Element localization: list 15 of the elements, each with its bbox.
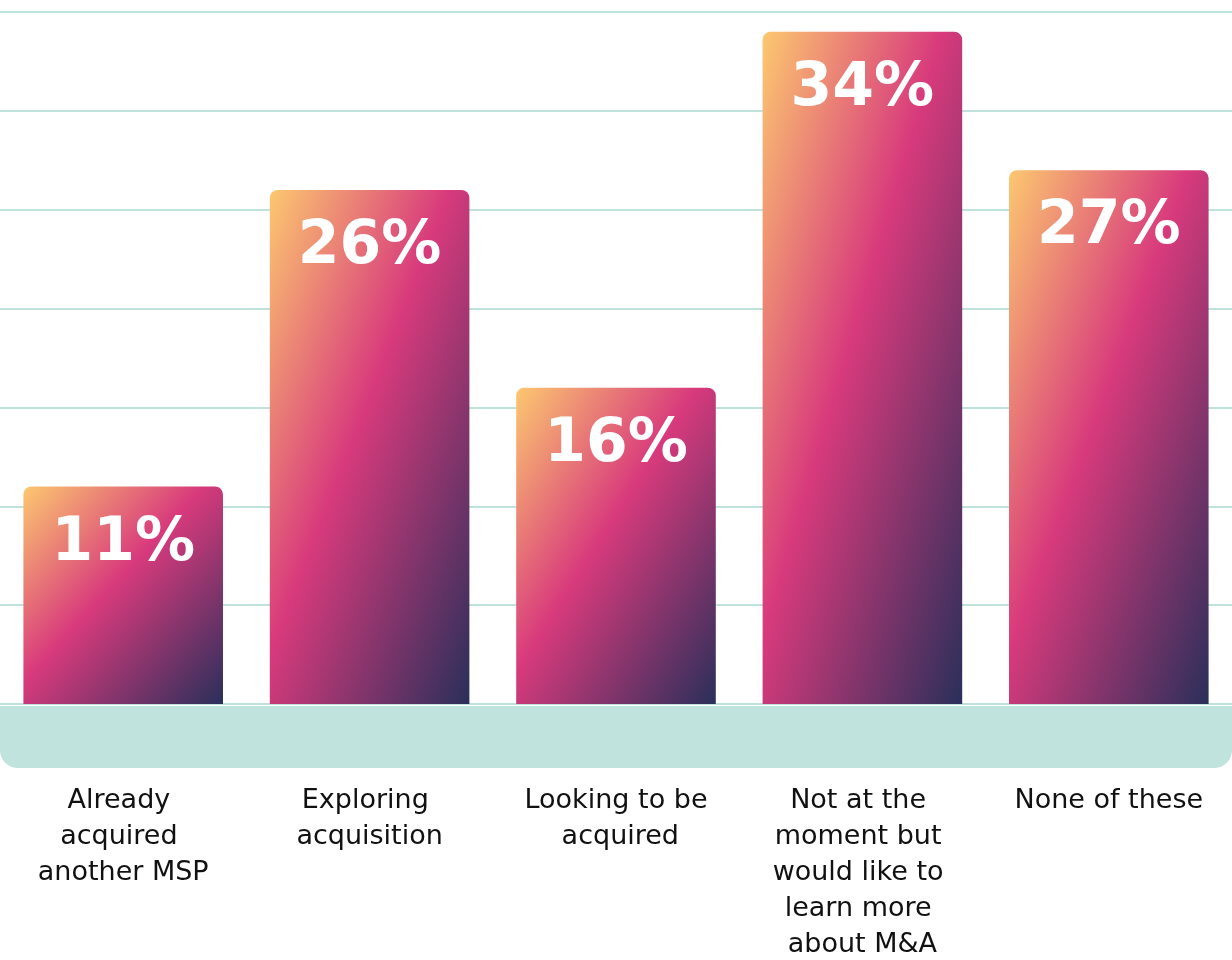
bar bbox=[762, 31, 963, 704]
bar bbox=[1009, 170, 1209, 704]
x-tick-label: None of these bbox=[1014, 782, 1204, 814]
x-tick-label: Looking to be acquired bbox=[524, 782, 708, 850]
data-label: 27% bbox=[1036, 187, 1181, 258]
x-tick-label: Exploring acquisition bbox=[296, 782, 443, 850]
x-tick-label: Already acquired another MSP bbox=[37, 782, 209, 886]
data-label: 16% bbox=[544, 404, 688, 475]
bar bbox=[23, 486, 223, 704]
bar bbox=[516, 387, 716, 704]
bar bbox=[269, 189, 470, 704]
data-label: 26% bbox=[297, 206, 442, 277]
x-tick-label: Not at the moment but would like to learn more about M&A bbox=[772, 782, 953, 958]
data-label: 11% bbox=[51, 503, 196, 574]
data-label: 34% bbox=[790, 48, 935, 119]
